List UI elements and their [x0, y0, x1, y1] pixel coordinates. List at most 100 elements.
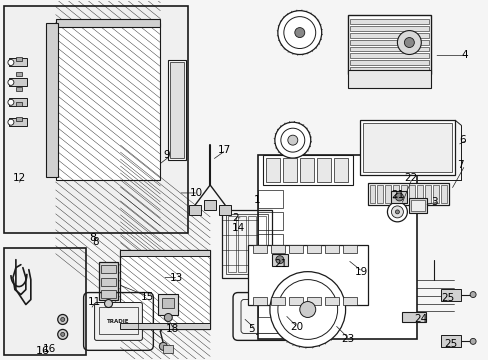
Bar	[349, 67, 428, 72]
Circle shape	[287, 135, 297, 145]
Bar	[402, 312, 426, 323]
Circle shape	[277, 11, 321, 54]
Text: 10: 10	[190, 188, 203, 198]
Bar	[432, 185, 438, 203]
Bar	[306, 245, 320, 253]
Bar	[324, 297, 338, 305]
Circle shape	[269, 272, 345, 347]
Bar	[4, 6, 188, 233]
Bar	[282, 158, 296, 182]
Bar	[349, 40, 428, 45]
Bar	[203, 200, 216, 210]
Text: 22: 22	[404, 173, 417, 183]
Text: 4: 4	[460, 50, 467, 60]
Bar	[349, 32, 428, 37]
Bar	[271, 254, 287, 266]
Bar	[359, 120, 454, 175]
Text: 15: 15	[140, 292, 153, 302]
Text: 25: 25	[440, 293, 453, 302]
Circle shape	[390, 206, 403, 218]
Text: 14: 14	[232, 223, 245, 233]
Bar	[16, 58, 22, 62]
Circle shape	[299, 302, 315, 318]
Circle shape	[8, 59, 14, 66]
Bar	[299, 158, 313, 182]
Bar	[258, 278, 282, 296]
Circle shape	[61, 332, 64, 336]
Text: 18: 18	[166, 324, 179, 334]
Circle shape	[277, 280, 337, 339]
Circle shape	[404, 37, 413, 48]
Circle shape	[58, 315, 67, 324]
Bar	[369, 185, 375, 203]
Text: 8: 8	[89, 233, 96, 243]
Bar	[440, 336, 460, 347]
Bar	[162, 298, 174, 307]
Bar	[56, 19, 160, 27]
Circle shape	[159, 342, 167, 350]
Bar	[410, 200, 425, 211]
Bar	[163, 345, 173, 353]
Text: 5: 5	[247, 324, 254, 334]
Circle shape	[386, 202, 407, 222]
Bar	[440, 185, 447, 203]
Bar	[347, 71, 430, 88]
Bar	[270, 297, 285, 305]
Bar	[9, 118, 27, 126]
Bar	[101, 265, 116, 273]
Bar	[252, 245, 266, 253]
Text: 6: 6	[458, 135, 465, 145]
Bar	[425, 185, 430, 203]
Text: 11: 11	[87, 297, 101, 306]
Circle shape	[283, 17, 315, 49]
Bar	[270, 245, 285, 253]
Text: 25: 25	[443, 339, 457, 349]
Bar	[258, 155, 416, 339]
Bar	[219, 205, 230, 215]
Bar	[265, 158, 279, 182]
Circle shape	[61, 318, 64, 321]
Bar	[416, 185, 423, 203]
Bar	[9, 78, 27, 86]
Bar	[227, 216, 236, 272]
Circle shape	[469, 292, 475, 298]
FancyBboxPatch shape	[94, 302, 142, 340]
Bar	[252, 297, 266, 305]
Bar	[16, 72, 22, 76]
Bar	[377, 185, 383, 203]
Circle shape	[8, 99, 14, 105]
Bar	[9, 58, 27, 67]
Bar	[99, 262, 118, 300]
Circle shape	[395, 210, 399, 214]
Bar	[408, 185, 414, 203]
Text: 12: 12	[13, 173, 26, 183]
Bar	[101, 278, 116, 285]
Bar	[342, 245, 356, 253]
Bar	[101, 289, 116, 298]
Circle shape	[275, 256, 283, 264]
Circle shape	[8, 80, 14, 85]
Bar	[120, 250, 210, 256]
Bar	[225, 214, 267, 274]
Bar	[16, 102, 22, 106]
Circle shape	[8, 119, 14, 125]
Text: 1: 1	[253, 195, 260, 205]
Text: 7: 7	[456, 160, 463, 170]
Bar	[9, 98, 27, 106]
Bar	[393, 185, 399, 203]
Bar	[258, 234, 282, 252]
Bar	[120, 323, 210, 329]
Bar	[362, 123, 451, 172]
Circle shape	[274, 122, 310, 158]
Bar	[99, 306, 138, 334]
Bar	[333, 158, 347, 182]
Circle shape	[104, 300, 112, 307]
Bar	[120, 250, 210, 329]
Bar	[238, 216, 245, 272]
Circle shape	[397, 31, 421, 54]
Bar	[16, 87, 22, 91]
Bar	[324, 245, 338, 253]
Text: 21: 21	[273, 259, 286, 269]
Text: 19: 19	[354, 267, 367, 276]
Bar	[306, 297, 320, 305]
